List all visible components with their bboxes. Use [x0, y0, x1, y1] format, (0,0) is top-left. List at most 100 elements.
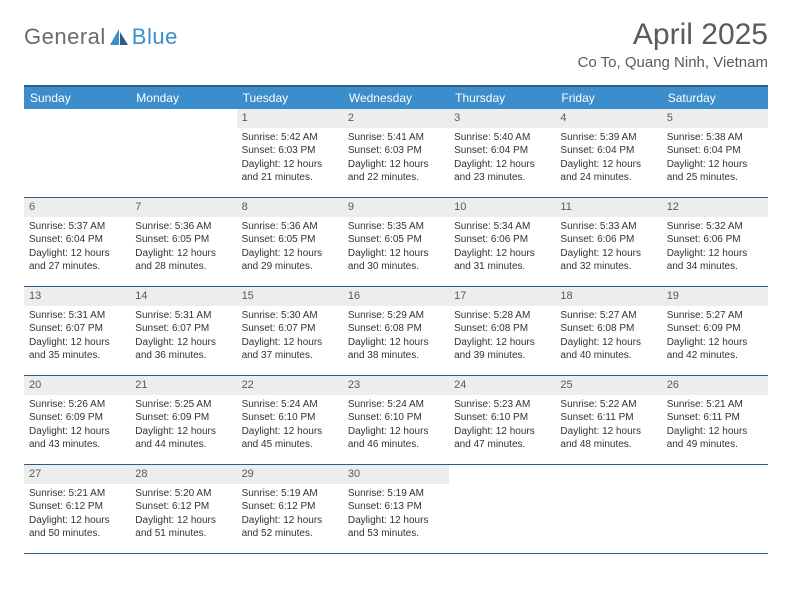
sunset-line: Sunset: 6:10 PM [242, 411, 338, 425]
calendar-week-row: 20Sunrise: 5:26 AMSunset: 6:09 PMDayligh… [24, 376, 768, 465]
sunrise-line: Sunrise: 5:42 AM [242, 131, 338, 145]
day-number: 11 [555, 198, 661, 217]
sunset-line: Sunset: 6:11 PM [667, 411, 763, 425]
day-details: Sunrise: 5:21 AMSunset: 6:11 PMDaylight:… [662, 395, 768, 457]
day-number: 12 [662, 198, 768, 217]
day-number: 22 [237, 376, 343, 395]
sunset-line: Sunset: 6:08 PM [348, 322, 444, 336]
daylight-line: Daylight: 12 hours and 49 minutes. [667, 425, 763, 452]
daylight-line: Daylight: 12 hours and 53 minutes. [348, 514, 444, 541]
weekday-header: Friday [555, 87, 661, 109]
calendar-day-cell: 2Sunrise: 5:41 AMSunset: 6:03 PMDaylight… [343, 109, 449, 197]
day-details: Sunrise: 5:27 AMSunset: 6:08 PMDaylight:… [555, 306, 661, 368]
sunset-line: Sunset: 6:06 PM [667, 233, 763, 247]
day-number: 28 [130, 465, 236, 484]
daylight-line: Daylight: 12 hours and 35 minutes. [29, 336, 125, 363]
sunset-line: Sunset: 6:13 PM [348, 500, 444, 514]
day-details: Sunrise: 5:23 AMSunset: 6:10 PMDaylight:… [449, 395, 555, 457]
sunset-line: Sunset: 6:09 PM [29, 411, 125, 425]
sunset-line: Sunset: 6:03 PM [348, 144, 444, 158]
calendar-day-cell: 27Sunrise: 5:21 AMSunset: 6:12 PMDayligh… [24, 465, 130, 553]
day-number: 2 [343, 109, 449, 128]
day-number: 8 [237, 198, 343, 217]
calendar-day-cell: . [24, 109, 130, 197]
day-number: 19 [662, 287, 768, 306]
daylight-line: Daylight: 12 hours and 51 minutes. [135, 514, 231, 541]
daylight-line: Daylight: 12 hours and 47 minutes. [454, 425, 550, 452]
brand-sail-icon [108, 27, 130, 47]
sunset-line: Sunset: 6:07 PM [135, 322, 231, 336]
daylight-line: Daylight: 12 hours and 23 minutes. [454, 158, 550, 185]
day-details: Sunrise: 5:37 AMSunset: 6:04 PMDaylight:… [24, 217, 130, 279]
calendar-day-cell: 15Sunrise: 5:30 AMSunset: 6:07 PMDayligh… [237, 287, 343, 375]
day-details: Sunrise: 5:35 AMSunset: 6:05 PMDaylight:… [343, 217, 449, 279]
sunset-line: Sunset: 6:05 PM [348, 233, 444, 247]
sunrise-line: Sunrise: 5:36 AM [135, 220, 231, 234]
calendar-day-cell: 18Sunrise: 5:27 AMSunset: 6:08 PMDayligh… [555, 287, 661, 375]
sunset-line: Sunset: 6:10 PM [454, 411, 550, 425]
day-details: Sunrise: 5:31 AMSunset: 6:07 PMDaylight:… [24, 306, 130, 368]
day-details: Sunrise: 5:19 AMSunset: 6:12 PMDaylight:… [237, 484, 343, 546]
calendar-day-cell: 5Sunrise: 5:38 AMSunset: 6:04 PMDaylight… [662, 109, 768, 197]
day-details: Sunrise: 5:36 AMSunset: 6:05 PMDaylight:… [130, 217, 236, 279]
day-details: Sunrise: 5:20 AMSunset: 6:12 PMDaylight:… [130, 484, 236, 546]
calendar-day-cell: 26Sunrise: 5:21 AMSunset: 6:11 PMDayligh… [662, 376, 768, 464]
daylight-line: Daylight: 12 hours and 39 minutes. [454, 336, 550, 363]
day-details: Sunrise: 5:29 AMSunset: 6:08 PMDaylight:… [343, 306, 449, 368]
day-details: Sunrise: 5:26 AMSunset: 6:09 PMDaylight:… [24, 395, 130, 457]
sunrise-line: Sunrise: 5:31 AM [135, 309, 231, 323]
month-title: April 2025 [578, 18, 768, 52]
sunset-line: Sunset: 6:08 PM [454, 322, 550, 336]
calendar-week-row: 13Sunrise: 5:31 AMSunset: 6:07 PMDayligh… [24, 287, 768, 376]
sunset-line: Sunset: 6:04 PM [29, 233, 125, 247]
sunset-line: Sunset: 6:09 PM [667, 322, 763, 336]
sunrise-line: Sunrise: 5:19 AM [348, 487, 444, 501]
calendar-day-cell: 10Sunrise: 5:34 AMSunset: 6:06 PMDayligh… [449, 198, 555, 286]
weekday-header: Thursday [449, 87, 555, 109]
sunset-line: Sunset: 6:04 PM [667, 144, 763, 158]
calendar-day-cell: 12Sunrise: 5:32 AMSunset: 6:06 PMDayligh… [662, 198, 768, 286]
sunrise-line: Sunrise: 5:33 AM [560, 220, 656, 234]
day-details: Sunrise: 5:25 AMSunset: 6:09 PMDaylight:… [130, 395, 236, 457]
day-number: 5 [662, 109, 768, 128]
calendar-day-cell: 3Sunrise: 5:40 AMSunset: 6:04 PMDaylight… [449, 109, 555, 197]
calendar-day-cell: . [555, 465, 661, 553]
weekday-header: Sunday [24, 87, 130, 109]
day-number: 1 [237, 109, 343, 128]
day-number: 17 [449, 287, 555, 306]
daylight-line: Daylight: 12 hours and 36 minutes. [135, 336, 231, 363]
calendar: SundayMondayTuesdayWednesdayThursdayFrid… [24, 85, 768, 554]
day-number: 3 [449, 109, 555, 128]
calendar-day-cell: 14Sunrise: 5:31 AMSunset: 6:07 PMDayligh… [130, 287, 236, 375]
sunrise-line: Sunrise: 5:27 AM [667, 309, 763, 323]
calendar-day-cell: 13Sunrise: 5:31 AMSunset: 6:07 PMDayligh… [24, 287, 130, 375]
calendar-day-cell: 19Sunrise: 5:27 AMSunset: 6:09 PMDayligh… [662, 287, 768, 375]
calendar-day-cell: 21Sunrise: 5:25 AMSunset: 6:09 PMDayligh… [130, 376, 236, 464]
day-number: 21 [130, 376, 236, 395]
sunrise-line: Sunrise: 5:35 AM [348, 220, 444, 234]
day-details: Sunrise: 5:24 AMSunset: 6:10 PMDaylight:… [343, 395, 449, 457]
daylight-line: Daylight: 12 hours and 43 minutes. [29, 425, 125, 452]
day-details: Sunrise: 5:38 AMSunset: 6:04 PMDaylight:… [662, 128, 768, 190]
calendar-day-cell: 24Sunrise: 5:23 AMSunset: 6:10 PMDayligh… [449, 376, 555, 464]
daylight-line: Daylight: 12 hours and 30 minutes. [348, 247, 444, 274]
calendar-day-cell: 7Sunrise: 5:36 AMSunset: 6:05 PMDaylight… [130, 198, 236, 286]
sunrise-line: Sunrise: 5:34 AM [454, 220, 550, 234]
calendar-day-cell: 28Sunrise: 5:20 AMSunset: 6:12 PMDayligh… [130, 465, 236, 553]
daylight-line: Daylight: 12 hours and 38 minutes. [348, 336, 444, 363]
sunset-line: Sunset: 6:12 PM [242, 500, 338, 514]
calendar-week-row: 27Sunrise: 5:21 AMSunset: 6:12 PMDayligh… [24, 465, 768, 554]
day-details: Sunrise: 5:39 AMSunset: 6:04 PMDaylight:… [555, 128, 661, 190]
calendar-day-cell: 29Sunrise: 5:19 AMSunset: 6:12 PMDayligh… [237, 465, 343, 553]
calendar-day-cell: 30Sunrise: 5:19 AMSunset: 6:13 PMDayligh… [343, 465, 449, 553]
day-details: Sunrise: 5:42 AMSunset: 6:03 PMDaylight:… [237, 128, 343, 190]
day-number: 23 [343, 376, 449, 395]
day-details: Sunrise: 5:27 AMSunset: 6:09 PMDaylight:… [662, 306, 768, 368]
sunrise-line: Sunrise: 5:41 AM [348, 131, 444, 145]
sunrise-line: Sunrise: 5:25 AM [135, 398, 231, 412]
daylight-line: Daylight: 12 hours and 21 minutes. [242, 158, 338, 185]
calendar-day-cell: 8Sunrise: 5:36 AMSunset: 6:05 PMDaylight… [237, 198, 343, 286]
weekday-header: Saturday [662, 87, 768, 109]
sunrise-line: Sunrise: 5:40 AM [454, 131, 550, 145]
daylight-line: Daylight: 12 hours and 37 minutes. [242, 336, 338, 363]
